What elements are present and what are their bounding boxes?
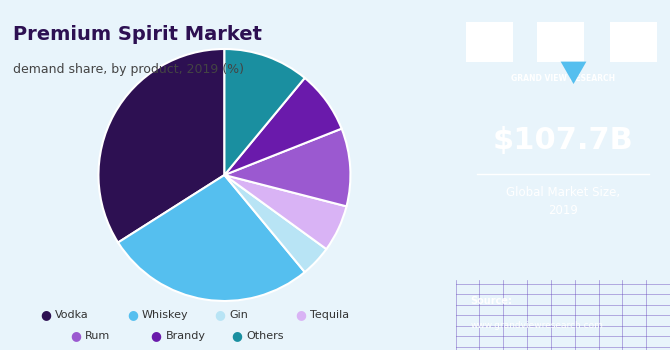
Bar (537, 22, 584, 62)
Polygon shape (561, 62, 586, 84)
Bar (466, 22, 513, 62)
Text: ●: ● (231, 329, 242, 343)
Text: ●: ● (127, 308, 138, 322)
Text: demand share, by product, 2019 (%): demand share, by product, 2019 (%) (13, 63, 245, 76)
Wedge shape (224, 128, 350, 206)
Text: ●: ● (295, 308, 306, 322)
Text: Brandy: Brandy (165, 331, 206, 341)
Text: Tequila: Tequila (310, 310, 348, 320)
Text: Whiskey: Whiskey (142, 310, 189, 320)
Text: ●: ● (70, 329, 81, 343)
Text: Gin: Gin (229, 310, 248, 320)
Text: $107.7B: $107.7B (492, 126, 633, 154)
Text: www.grandviewresearch.com: www.grandviewresearch.com (470, 321, 604, 330)
Wedge shape (224, 175, 326, 272)
Text: Source:: Source: (470, 296, 513, 306)
Wedge shape (224, 78, 342, 175)
Text: Global Market Size,
2019: Global Market Size, 2019 (506, 186, 620, 217)
Wedge shape (118, 175, 305, 301)
Wedge shape (98, 49, 224, 243)
Text: Premium Spirit Market: Premium Spirit Market (13, 25, 263, 43)
Text: ●: ● (151, 329, 161, 343)
Wedge shape (224, 175, 346, 249)
Wedge shape (224, 49, 305, 175)
Text: ●: ● (40, 308, 51, 322)
Text: Others: Others (246, 331, 283, 341)
Text: Vodka: Vodka (55, 310, 88, 320)
Text: GRAND VIEW RESEARCH: GRAND VIEW RESEARCH (511, 74, 615, 83)
Text: Rum: Rum (85, 331, 111, 341)
Text: ●: ● (214, 308, 225, 322)
Bar (610, 22, 657, 62)
